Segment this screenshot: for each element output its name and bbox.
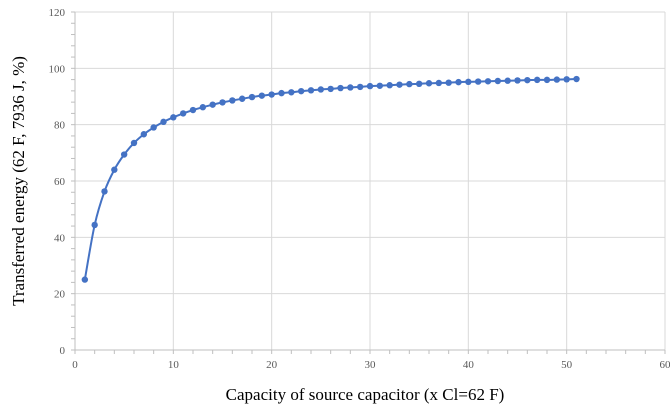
y-tick-label: 60 <box>54 176 66 188</box>
data-point <box>101 188 108 195</box>
data-point <box>337 84 344 92</box>
data-point <box>160 118 167 126</box>
x-tick-label: 50 <box>561 359 573 371</box>
data-point <box>317 86 325 93</box>
data-point <box>150 124 157 131</box>
data-point <box>327 85 334 93</box>
data-point <box>297 87 305 95</box>
data-point <box>484 78 492 85</box>
data-point <box>307 87 315 94</box>
data-point <box>81 276 89 283</box>
y-tick-label: 80 <box>54 120 66 132</box>
data-point <box>376 82 384 89</box>
data-point <box>435 79 443 87</box>
data-point <box>445 79 452 86</box>
data-point <box>238 95 246 102</box>
data-point <box>199 104 207 111</box>
x-tick-label: 40 <box>463 359 475 371</box>
data-point <box>170 114 177 121</box>
data-point <box>278 89 285 97</box>
data-points <box>81 75 580 283</box>
y-tick-labels: 0 20 40 60 80 100 120 <box>49 7 66 357</box>
y-tick-label: 100 <box>49 63 66 75</box>
data-point <box>209 101 216 108</box>
data-point <box>553 76 561 83</box>
y-tick-label: 0 <box>60 345 66 357</box>
data-point <box>504 77 511 84</box>
data-point <box>533 76 541 84</box>
data-point <box>386 82 393 89</box>
data-point <box>111 166 118 173</box>
x-tick-label: 60 <box>660 359 670 371</box>
data-point <box>356 83 364 91</box>
data-point <box>494 77 502 85</box>
data-point <box>543 76 551 84</box>
minor-ticks <box>71 11 666 354</box>
data-point <box>130 139 138 147</box>
data-point <box>179 110 187 117</box>
y-tick-label: 40 <box>54 232 66 244</box>
data-point <box>406 80 413 88</box>
data-point <box>573 75 580 83</box>
data-point <box>189 106 197 114</box>
x-axis-title: Capacity of source capacitor (x Cl=62 F) <box>226 385 505 404</box>
data-point <box>425 80 433 87</box>
data-point <box>455 78 462 86</box>
data-point <box>474 78 482 85</box>
data-point <box>219 99 226 106</box>
x-tick-label: 10 <box>168 359 180 371</box>
x-tick-label: 20 <box>266 359 278 371</box>
y-axis-title: Transferred energy (62 F, 7936 J, %) <box>9 56 28 306</box>
data-point <box>258 92 266 99</box>
gridlines <box>75 11 666 350</box>
series-line <box>83 78 577 280</box>
data-point <box>229 97 236 104</box>
data-point <box>120 151 128 158</box>
data-point <box>563 76 570 83</box>
x-tick-label: 30 <box>365 359 377 371</box>
y-tick-label: 120 <box>49 7 66 19</box>
data-point <box>514 77 521 84</box>
data-point <box>524 76 531 84</box>
data-point <box>465 78 472 86</box>
data-point <box>366 82 374 90</box>
data-point <box>248 93 256 101</box>
data-point <box>91 221 98 229</box>
data-point <box>268 91 275 98</box>
x-tick-labels: 0 10 20 30 40 50 60 <box>72 359 670 371</box>
data-point <box>140 131 148 138</box>
x-tick-label: 0 <box>72 359 78 371</box>
data-point <box>288 89 295 96</box>
y-tick-label: 20 <box>54 289 66 301</box>
data-point <box>415 80 423 88</box>
data-point <box>347 84 354 91</box>
data-point <box>396 81 403 88</box>
